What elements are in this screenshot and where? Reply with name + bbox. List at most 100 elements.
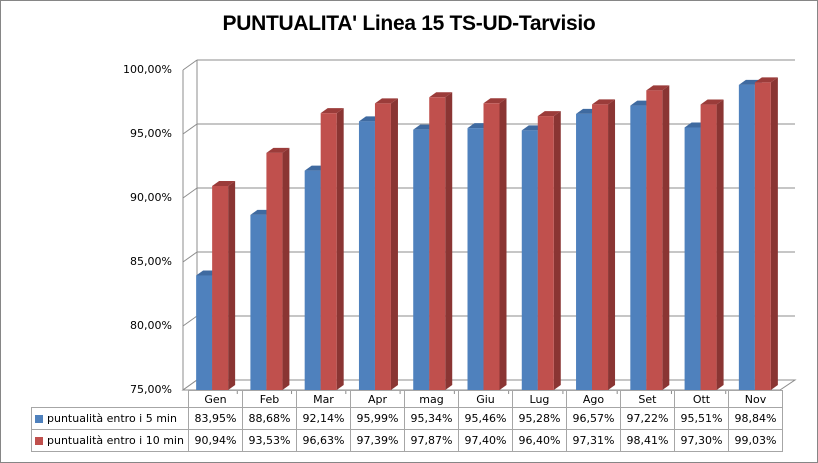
- bar-10min: [266, 152, 283, 390]
- category-label: mag: [403, 390, 459, 408]
- bar-top: [374, 98, 398, 104]
- gridline-side: [182, 251, 198, 263]
- bar-top: [429, 92, 453, 98]
- bar-side: [228, 180, 236, 390]
- category-label: Set: [619, 390, 675, 408]
- table-cell: 98,84%: [727, 407, 783, 430]
- table-corner: [31, 390, 189, 408]
- table-cell: 96,63%: [295, 429, 351, 452]
- chart-title: PUNTUALITA' Linea 15 TS-UD-Tarvisio: [222, 12, 596, 35]
- y-tick-label: 90,00%: [130, 191, 172, 204]
- category-label: Giu: [457, 390, 513, 408]
- legend-entry: puntualità entro i 5 min: [31, 407, 189, 430]
- bar-top: [754, 77, 778, 83]
- bar-top: [537, 111, 561, 117]
- bar-top: [483, 98, 507, 104]
- category-label: Mar: [295, 390, 351, 408]
- bar-side: [336, 108, 344, 391]
- bar-10min: [212, 185, 229, 390]
- legend-label: puntualità entro i 5 min: [47, 412, 177, 425]
- table-row: puntualità entro i 5 min 83,95% 88,68% 92,1…: [31, 407, 783, 430]
- legend-entry: puntualità entro i 10 min: [31, 429, 189, 452]
- legend-swatch-icon: [35, 437, 43, 445]
- bar-top: [212, 180, 236, 186]
- bar-10min: [429, 97, 446, 390]
- bar-10min: [646, 90, 663, 391]
- bar-5min: [684, 127, 701, 391]
- bar-10min: [592, 104, 609, 390]
- bar-10min: [483, 103, 500, 390]
- gridline-side: [182, 315, 198, 327]
- category-label: Feb: [241, 390, 297, 408]
- y-axis-labels: 75,00% 80,00% 85,00% 90,00% 95,00% 100,00%: [92, 0, 172, 463]
- bar-5min: [358, 121, 375, 390]
- category-label: Lug: [511, 390, 567, 408]
- table-cell: 88,68%: [241, 407, 297, 430]
- table-cell: 95,99%: [349, 407, 405, 430]
- category-label: Nov: [727, 390, 783, 408]
- bar-5min: [738, 84, 755, 391]
- gridline-side: [182, 123, 198, 135]
- table-cell: 93,53%: [241, 429, 297, 452]
- category-label: Gen: [187, 390, 243, 408]
- category-label: Apr: [349, 390, 405, 408]
- table-cell: 97,30%: [673, 429, 729, 452]
- table-cell: 95,28%: [511, 407, 567, 430]
- table-cell: 90,94%: [187, 429, 243, 452]
- gridline-side: [182, 59, 198, 71]
- bar-top: [266, 147, 290, 153]
- bar-side: [608, 99, 616, 390]
- table-cell: 96,57%: [565, 407, 621, 430]
- table-cell: 83,95%: [187, 407, 243, 430]
- table-cell: 99,03%: [727, 429, 783, 452]
- bar-5min: [576, 113, 593, 391]
- legend-swatch-icon: [35, 415, 43, 423]
- bar-5min: [304, 170, 321, 390]
- bar-5min: [250, 214, 267, 390]
- bar-10min: [700, 104, 717, 390]
- bar-5min: [413, 129, 430, 390]
- category-label: Ago: [565, 390, 621, 408]
- table-cell: 95,51%: [673, 407, 729, 430]
- bar-10min: [537, 116, 554, 390]
- table-cell: 97,40%: [457, 429, 513, 452]
- table-cell: 98,41%: [619, 429, 675, 452]
- category-label: Ott: [673, 390, 729, 408]
- bar-top: [320, 108, 344, 114]
- legend-label: puntualità entro i 10 min: [47, 434, 184, 447]
- bar-side: [499, 98, 507, 390]
- y-tick-label: 80,00%: [130, 319, 172, 332]
- y-tick-label: 95,00%: [130, 127, 172, 140]
- bar-5min: [630, 105, 647, 391]
- y-tick-label: 100,00%: [123, 63, 172, 76]
- table-cell: 97,22%: [619, 407, 675, 430]
- table-cell: 95,34%: [403, 407, 459, 430]
- bar-top: [646, 85, 670, 91]
- bar-side: [716, 99, 724, 390]
- table-row: puntualità entro i 10 min 90,94% 93,53% 96,…: [31, 429, 783, 452]
- table-cell: 96,40%: [511, 429, 567, 452]
- bar-side: [390, 98, 398, 391]
- table-cell: 97,87%: [403, 429, 459, 452]
- table-cell: 92,14%: [295, 407, 351, 430]
- bar-10min: [374, 103, 391, 391]
- bar-10min: [754, 82, 771, 390]
- bar-side: [282, 147, 290, 390]
- bar-side: [770, 77, 778, 390]
- bar-top: [592, 99, 616, 105]
- bar-side: [553, 111, 561, 390]
- table-cell: 97,31%: [565, 429, 621, 452]
- y-tick-label: 85,00%: [130, 255, 172, 268]
- bar-5min: [521, 130, 538, 390]
- bar-10min: [320, 113, 337, 391]
- table-cell: 95,46%: [457, 407, 513, 430]
- gridline-side: [182, 187, 198, 199]
- bar-5min: [196, 275, 213, 390]
- bar-side: [445, 92, 453, 390]
- bar-5min: [467, 128, 484, 390]
- data-table: Gen Feb Mar Apr mag Giu Lug Ago Set Ott Nov puntual…: [31, 390, 783, 452]
- bar-side: [662, 85, 670, 391]
- table-cell: 97,39%: [349, 429, 405, 452]
- bar-top: [700, 99, 724, 105]
